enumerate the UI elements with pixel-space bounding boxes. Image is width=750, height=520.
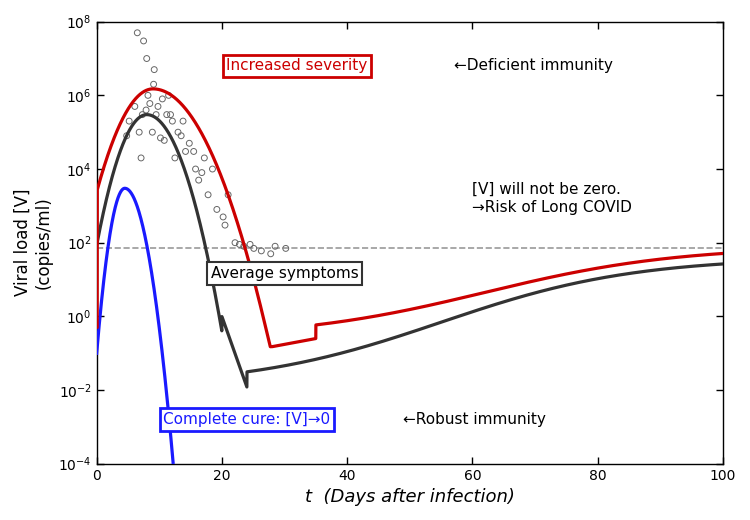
Point	[129, 102, 141, 111]
Point	[163, 91, 175, 99]
Point	[148, 66, 160, 74]
Point	[176, 132, 188, 140]
Point	[188, 147, 200, 155]
Point	[222, 191, 234, 199]
Point	[136, 110, 148, 119]
Point	[255, 246, 267, 255]
Point	[160, 110, 172, 119]
Point	[219, 221, 231, 229]
Point	[169, 154, 181, 162]
X-axis label: t  (Days after infection): t (Days after infection)	[304, 488, 514, 506]
Point	[154, 134, 166, 142]
Point	[280, 244, 292, 253]
Point	[137, 37, 149, 45]
Text: Increased severity: Increased severity	[226, 58, 368, 73]
Text: Average symptoms: Average symptoms	[211, 266, 358, 281]
Point	[148, 80, 160, 88]
Point	[158, 136, 170, 145]
Point	[134, 128, 146, 136]
Point	[177, 117, 189, 125]
Text: [V] will not be zero.
→Risk of Long COVID: [V] will not be zero. →Risk of Long COVI…	[472, 183, 632, 215]
Point	[244, 240, 256, 249]
Text: Complete cure: [V]→0: Complete cure: [V]→0	[164, 412, 331, 427]
Point	[190, 165, 202, 173]
Point	[198, 154, 210, 162]
Point	[172, 128, 184, 136]
Point	[123, 117, 135, 125]
Point	[135, 154, 147, 162]
Point	[142, 91, 154, 99]
Point	[229, 239, 241, 247]
Point	[152, 102, 164, 111]
Point	[166, 117, 178, 125]
Point	[140, 106, 152, 114]
Point	[156, 95, 168, 103]
Point	[217, 213, 229, 221]
Point	[179, 147, 191, 155]
Point	[196, 168, 208, 177]
Point	[146, 128, 158, 136]
Point	[202, 191, 214, 199]
Point	[193, 176, 205, 184]
Point	[238, 242, 250, 251]
Point	[141, 55, 153, 63]
Point	[144, 99, 156, 108]
Point	[121, 132, 133, 140]
Point	[248, 244, 259, 253]
Point	[265, 250, 277, 258]
Point	[183, 139, 195, 148]
Point	[269, 242, 281, 251]
Point	[131, 29, 143, 37]
Text: ←Robust immunity: ←Robust immunity	[404, 412, 546, 427]
Point	[211, 205, 223, 214]
Point	[233, 240, 245, 249]
Point	[164, 110, 176, 119]
Point	[150, 110, 162, 119]
Text: ←Deficient immunity: ←Deficient immunity	[454, 58, 613, 73]
Y-axis label: Viral load [V]
(copies/ml): Viral load [V] (copies/ml)	[14, 189, 52, 296]
Point	[206, 165, 218, 173]
